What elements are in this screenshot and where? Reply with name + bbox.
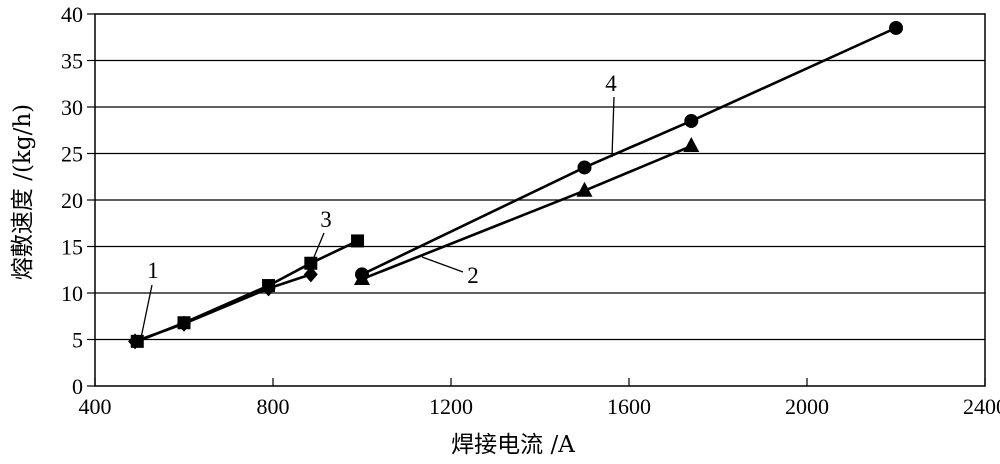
marker-series-3-point-3 [304,256,318,270]
marker-series-1-point-2 [261,280,276,297]
callout-leader-3 [313,232,325,258]
marker-series-4-point-1 [577,160,592,175]
y-tick-label-35: 35 [61,49,83,74]
y-axis-ticks: 0 5 10 15 20 25 30 35 40 [61,2,95,399]
grid-lines [95,59,985,341]
marker-series-4-point-2 [684,113,699,128]
callout-label-1: 1 [147,258,159,283]
y-tick-label-30: 30 [61,95,83,120]
x-tick-label-2000: 2000 [785,394,829,419]
marker-series-2-point-2 [683,137,700,153]
y-tick-label-5: 5 [72,328,83,353]
callout-leader-1 [140,284,153,339]
y-tick-label-25: 25 [61,142,83,167]
y-tick-label-0: 0 [72,374,83,399]
y-tick-label-20: 20 [61,188,83,213]
series-line-1 [134,273,312,343]
callout-label-4: 4 [605,71,617,96]
marker-series-1-point-0 [128,333,143,350]
y-axis-label: 熔敷速度 /(kg/h) [10,104,36,280]
marker-series-3-point-4 [351,234,365,248]
x-tick-label-800: 800 [257,394,290,419]
x-tick-label-400: 400 [79,394,112,419]
callout-leader-4 [611,96,615,158]
x-axis-label: 焊接电流 /A [451,432,575,458]
x-tick-label-1600: 1600 [607,394,651,419]
marker-series-2-point-1 [576,181,593,197]
markers-layer [128,20,903,350]
series-line-4 [361,26,897,276]
marker-series-2-point-0 [354,270,370,286]
x-tick-label-1200: 1200 [429,394,473,419]
marker-series-4-point-3 [889,20,903,35]
series-line-2 [361,144,692,281]
marker-series-1-point-1 [177,315,191,332]
y-tick-label-40: 40 [61,2,83,27]
callout-label-2: 2 [467,263,479,288]
series-callouts: 1 2 3 4 [140,71,617,339]
y-tick-label-15: 15 [61,235,83,260]
y-tick-label-10: 10 [61,281,83,306]
series-layer [134,26,897,343]
callout-label-3: 3 [320,207,332,232]
series-line-3 [136,239,359,343]
callout-leader-2 [421,256,464,273]
marker-series-1-point-3 [303,266,318,283]
